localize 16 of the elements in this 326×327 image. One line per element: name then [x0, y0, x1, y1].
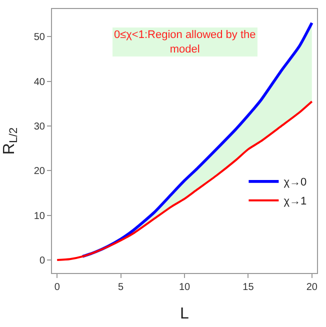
y-tick-label: 30: [34, 122, 46, 133]
line-series: [56, 100, 313, 262]
x-tick-label: 10: [178, 282, 190, 293]
y-tick-label: 0: [39, 256, 46, 267]
x-tick-label: 15: [242, 282, 254, 293]
x-tick-label: 0: [54, 282, 60, 293]
annotation: 0≤χ<1:Region allowed by the model: [114, 29, 256, 56]
y-tick-label: 20: [34, 166, 46, 178]
x-axis-title: L: [180, 306, 190, 323]
legend-label: χ→1: [284, 196, 307, 208]
legend-label: χ→0: [284, 176, 307, 189]
x-tick-label: 20: [306, 282, 318, 293]
x-tick-label: 5: [118, 282, 124, 293]
y-tick-label: 50: [34, 32, 46, 44]
y-tick-label: 40: [34, 76, 46, 88]
y-tick-label: 10: [34, 210, 46, 222]
